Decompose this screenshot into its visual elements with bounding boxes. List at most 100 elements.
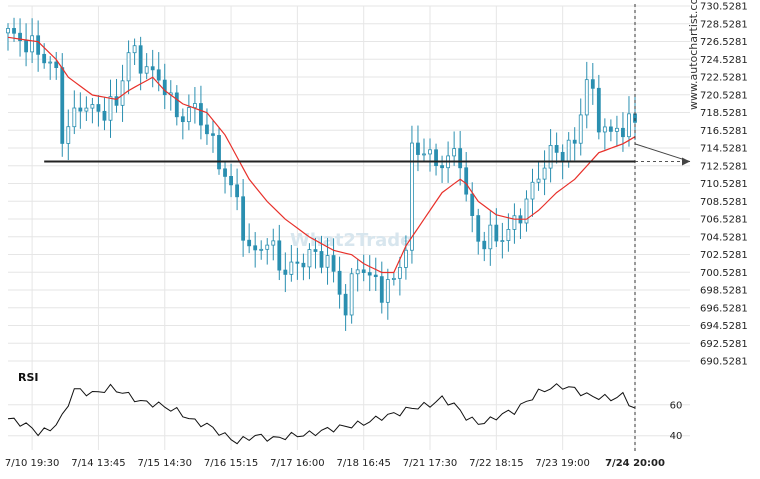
candle-body xyxy=(253,245,258,251)
candle-body xyxy=(313,249,318,252)
candle-body xyxy=(404,249,408,268)
y-tick-label: 690.5281 xyxy=(700,357,748,368)
y-tick-label: 724.5281 xyxy=(700,55,748,66)
candle-body xyxy=(211,133,215,136)
candle-body xyxy=(60,67,65,144)
candle-body xyxy=(271,240,276,246)
y-tick-label: 712.5281 xyxy=(700,161,748,172)
y-tick-label: 714.5281 xyxy=(700,144,748,155)
candle-body xyxy=(229,176,233,186)
candle-body xyxy=(349,273,354,316)
y-tick-label: 696.5281 xyxy=(700,303,748,314)
candle-body xyxy=(554,145,559,153)
candle-body xyxy=(608,126,613,132)
candle-body xyxy=(66,126,71,144)
y-tick-label: 698.5281 xyxy=(700,286,748,297)
candle-body xyxy=(325,255,330,268)
candle-body xyxy=(84,107,89,112)
candle-body xyxy=(150,66,155,71)
candle-body xyxy=(12,28,16,34)
candle-body xyxy=(48,61,53,64)
x-tick-label: 7/14 13:45 xyxy=(71,458,125,469)
candle-body xyxy=(192,103,197,109)
candle-body xyxy=(397,266,402,279)
candle-body xyxy=(464,167,469,195)
candle-body xyxy=(385,279,390,303)
candle-body xyxy=(319,251,324,268)
candle-body xyxy=(36,35,41,55)
candle-body xyxy=(217,135,221,170)
candle-body xyxy=(536,178,541,183)
candle-body xyxy=(458,148,463,169)
candle-body xyxy=(428,149,432,155)
level-layer xyxy=(44,143,691,166)
candle-body xyxy=(42,53,47,64)
candle-body xyxy=(361,269,366,273)
grid-layer xyxy=(8,5,690,450)
candle-body xyxy=(289,261,294,275)
y-tick-label: 722.5281 xyxy=(700,73,748,84)
x-tick-label: 7/17 16:00 xyxy=(270,458,324,469)
candle-body xyxy=(615,127,619,132)
rsi-layer xyxy=(7,383,636,445)
candle-body xyxy=(24,40,28,53)
y-tick-label: 694.5281 xyxy=(700,321,748,332)
candle-layer xyxy=(6,17,637,331)
x-tick-label: 7/16 15:15 xyxy=(204,458,258,469)
x-tick-label: 7/21 17:30 xyxy=(403,458,457,469)
candle-body xyxy=(223,168,227,177)
candle-body xyxy=(96,104,101,112)
candle-body xyxy=(6,28,10,34)
forecast-arrow-line xyxy=(634,143,691,163)
candle-body xyxy=(295,261,300,264)
candle-body xyxy=(132,45,137,54)
candle-body xyxy=(247,239,252,247)
y-tick-label: 708.5281 xyxy=(700,197,748,208)
candle-body xyxy=(343,293,348,316)
candle-body xyxy=(259,248,264,251)
candle-body xyxy=(506,229,511,242)
candle-body xyxy=(108,96,113,121)
candle-body xyxy=(566,139,571,163)
candle-body xyxy=(144,66,149,74)
candle-body xyxy=(470,193,475,216)
candle-body xyxy=(584,79,589,116)
candle-body xyxy=(410,142,414,251)
candle-body xyxy=(162,79,167,96)
rsi-tick-label: 40 xyxy=(670,431,683,442)
x-tick-label: 7/15 14:30 xyxy=(138,458,192,469)
candle-body xyxy=(114,96,119,106)
candle-body xyxy=(156,69,161,81)
rsi-line xyxy=(7,383,636,445)
y-tick-label: 710.5281 xyxy=(700,179,748,190)
candle-body xyxy=(494,224,499,242)
x-tick-label: 7/23 19:00 xyxy=(535,458,589,469)
candle-body xyxy=(199,103,203,126)
candle-body xyxy=(180,116,185,123)
forecast-arrow-head xyxy=(682,157,690,166)
candle-body xyxy=(307,249,312,268)
candle-body xyxy=(355,269,360,275)
candle-body xyxy=(578,114,583,144)
candle-body xyxy=(78,107,83,112)
candle-body xyxy=(524,198,529,224)
candle-body xyxy=(30,35,35,53)
x-tick-label: 7/18 16:45 xyxy=(336,458,390,469)
y-tick-label: 716.5281 xyxy=(700,126,748,137)
candle-body xyxy=(560,151,565,163)
candle-body xyxy=(476,215,481,242)
candle-body xyxy=(126,52,131,82)
x-tick-label: 7/22 18:15 xyxy=(469,458,523,469)
candle-body xyxy=(379,276,384,303)
candle-body xyxy=(265,244,270,250)
candle-body xyxy=(235,184,239,198)
candle-body xyxy=(548,145,553,169)
candle-body xyxy=(542,167,547,180)
y-tick-label: 706.5281 xyxy=(700,215,748,226)
rsi-title: RSI xyxy=(18,371,39,384)
y-tick-label: 718.5281 xyxy=(700,108,748,119)
candle-body xyxy=(205,124,209,135)
candle-body xyxy=(500,240,505,243)
y-tick-label: 726.5281 xyxy=(700,37,748,48)
vertical-watermark: www.autochartist.com xyxy=(687,0,700,110)
